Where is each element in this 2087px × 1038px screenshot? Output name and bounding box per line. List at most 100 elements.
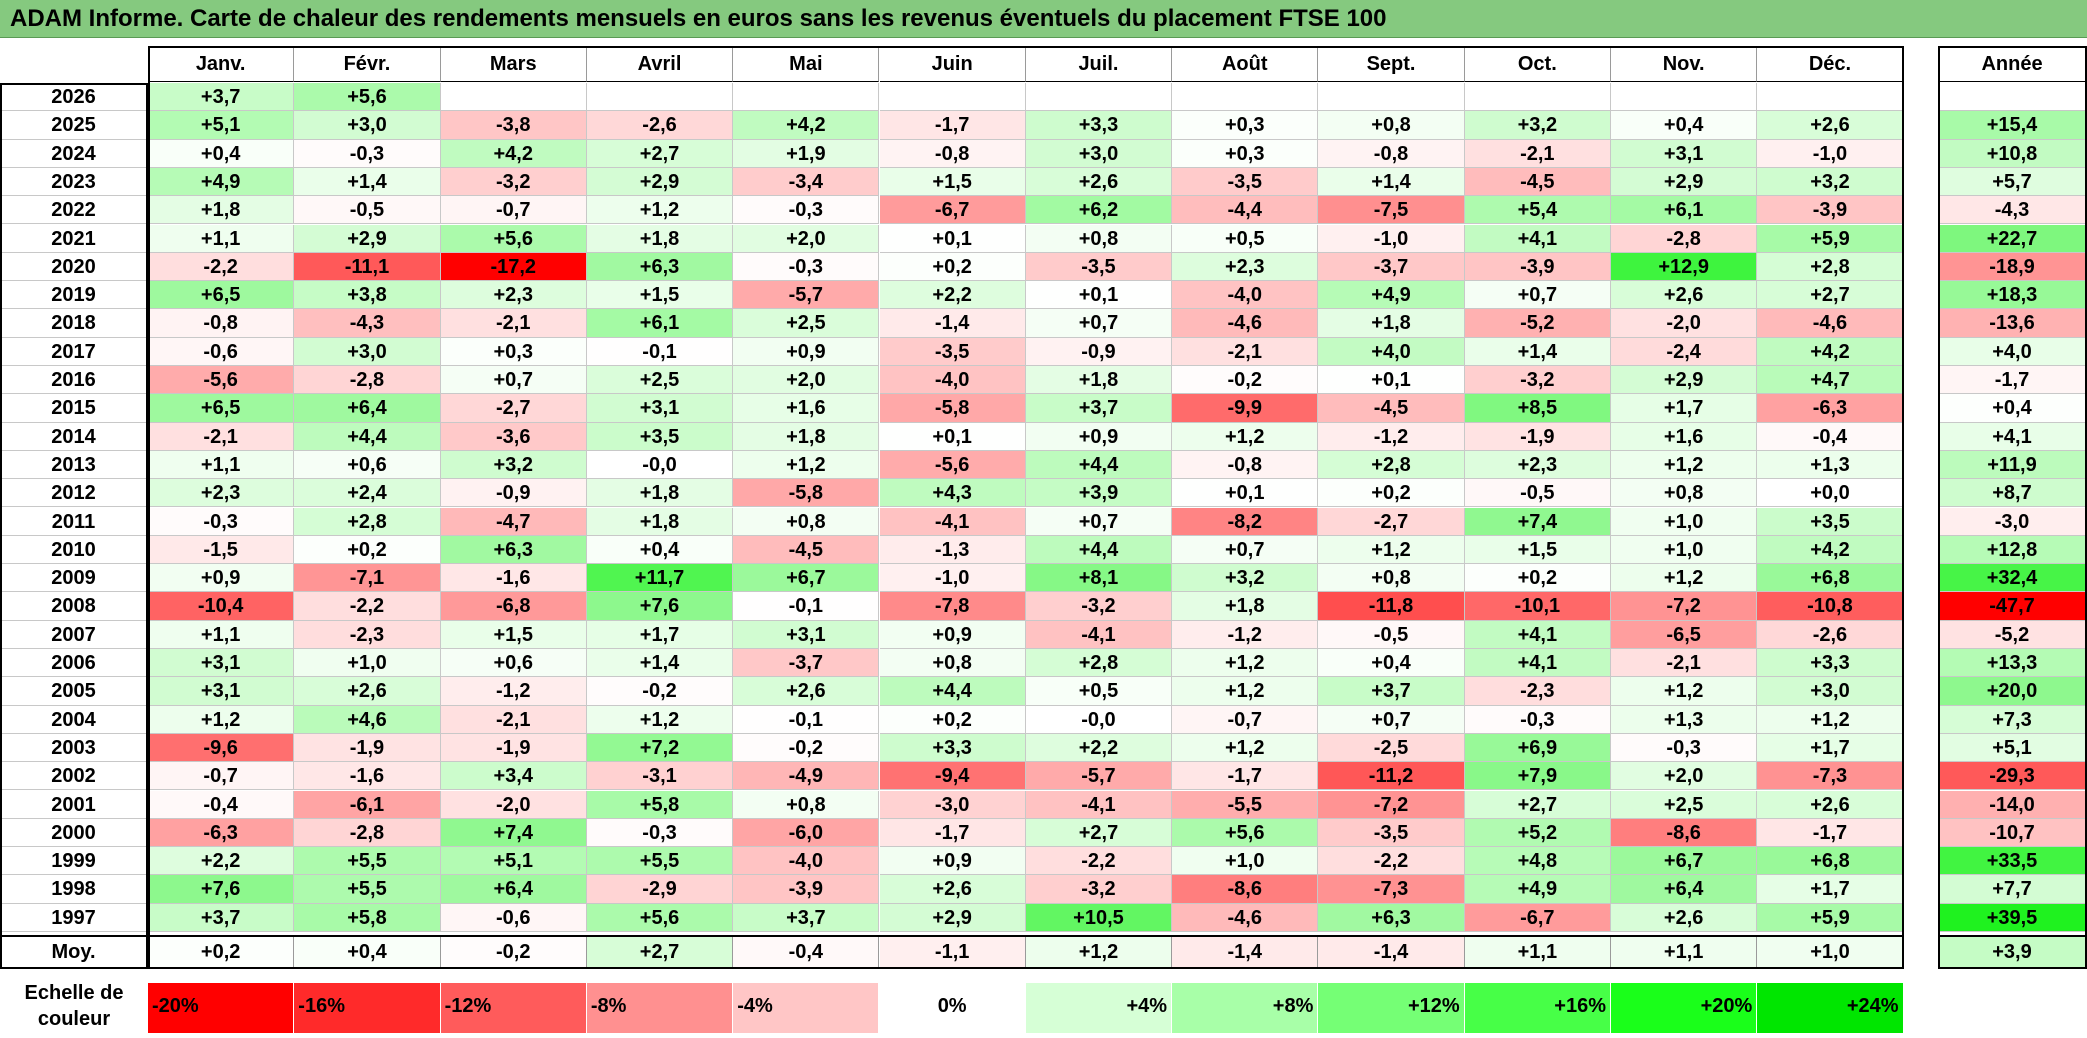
heatmap-cell: -2,0 [440,790,587,819]
heatmap-cell: +2,6 [1757,111,1904,140]
heatmap-cell: +0,4 [148,139,295,168]
heatmap-cell: +3,7 [1318,677,1465,706]
year-label: 2018 [0,309,148,338]
heatmap-cell: +12,9 [1611,252,1758,282]
average-separator [0,935,1904,937]
heatmap-cell: -2,2 [1025,847,1173,876]
heatmap-cell: -3,9 [1757,196,1904,225]
heatmap-cell: +2,5 [1611,790,1758,819]
average-annual-cell: +3,9 [1938,936,2087,969]
annual-cell: -13,6 [1938,309,2087,338]
heatmap-cell: +2,8 [294,507,441,536]
year-label: 2005 [0,677,148,706]
heatmap-cell: -3,2 [1464,366,1611,395]
heatmap-cell: -3,2 [1025,592,1173,621]
heatmap-cell: +6,8 [1757,847,1904,876]
month-header: Déc. [1757,46,1904,82]
heatmap-cell: +7,9 [1464,762,1611,791]
heatmap-cell: +0,7 [1172,535,1319,565]
heatmap-cell: -4,1 [1025,790,1173,819]
heatmap-cell: -3,0 [879,790,1026,819]
heatmap-cell: +6,3 [586,252,734,282]
color-scale-step: 0% [879,983,1026,1033]
heatmap-cell: +6,1 [1611,196,1758,225]
heatmap-cell: +0,2 [294,535,441,565]
heatmap-cell: +7,4 [1464,507,1611,536]
heatmap-cell: +6,3 [440,535,587,565]
heatmap-cell: -0,5 [1318,620,1465,649]
heatmap-cell: +2,3 [440,281,587,310]
average-cell: +0,4 [294,936,441,969]
month-header: Mars [440,46,587,82]
heatmap-cell: +0,1 [1025,281,1173,310]
heatmap-cell: -3,2 [1025,875,1173,904]
year-label: 1997 [0,903,148,932]
heatmap-cell: -2,1 [440,705,587,734]
heatmap-cell: -7,5 [1318,196,1465,225]
heatmap-cell: -0,8 [1318,139,1465,168]
heatmap-cell: +1,6 [733,394,880,423]
heatmap-cell: +0,7 [440,366,587,395]
heatmap-cell: +0,3 [1172,111,1319,140]
year-label: 2001 [0,790,148,819]
heatmap-cell: -2,7 [440,394,587,423]
year-label: 2026 [0,83,148,112]
heatmap-cell: +3,5 [1757,507,1904,536]
color-scale-step: -16% [294,983,441,1033]
heatmap-cell: +1,4 [586,649,734,678]
year-label: 2002 [0,762,148,791]
heatmap-cell: +0,8 [1318,111,1465,140]
heatmap-cell: -10,8 [1757,592,1904,621]
heatmap-cell: +0,7 [1318,705,1465,734]
annual-cell: -1,7 [1938,366,2087,395]
average-cell: +2,7 [586,936,734,969]
heatmap-cell: -3,5 [1318,818,1465,848]
heatmap-cell: -0,3 [586,818,734,848]
year-label: 2003 [0,733,148,763]
heatmap-cell: -2,4 [1611,337,1758,366]
heatmap-cell: -2,5 [1318,733,1465,763]
heatmap-cell: -5,7 [1025,762,1173,791]
heatmap-cell: -0,1 [733,592,880,621]
heatmap-cell: +0,6 [440,649,587,678]
heatmap-cell: +4,1 [1464,620,1611,649]
month-header: Juin [879,46,1026,82]
heatmap-cell: +3,2 [1757,167,1904,197]
heatmap-cell: -4,9 [733,762,880,791]
average-cell: -0,4 [733,936,880,969]
month-header: Juil. [1025,46,1173,82]
heatmap-cell: +10,5 [1025,903,1173,932]
heatmap-cell: -0,7 [440,196,587,225]
heatmap-cell: +1,5 [440,620,587,649]
heatmap-cell: +6,7 [1611,847,1758,876]
annual-cell: +12,8 [1938,535,2087,565]
heatmap-cell: +4,7 [1757,366,1904,395]
year-label: 2017 [0,337,148,366]
heatmap-cell: -0,0 [586,450,734,480]
heatmap-cell: +7,2 [586,733,734,763]
heatmap-cell: +1,2 [1172,649,1319,678]
heatmap-cell: -2,3 [1464,677,1611,706]
heatmap-cell: -1,7 [1757,818,1904,848]
average-separator-annual [1938,935,2087,937]
heatmap-cell: +4,2 [733,111,880,140]
color-scale-step: -12% [440,983,587,1033]
heatmap-cell: -2,7 [1318,507,1465,536]
heatmap-cell: +3,4 [440,762,587,791]
heatmap-cell: +1,7 [586,620,734,649]
heatmap-cell: -5,2 [1464,309,1611,338]
heatmap-cell: -5,8 [733,479,880,508]
heatmap-cell: +0,8 [1611,479,1758,508]
heatmap-cell: -5,6 [879,450,1026,480]
heatmap-cell: +1,2 [1611,450,1758,480]
heatmap-cell: +2,6 [1611,903,1758,932]
heatmap-cell: +3,0 [294,337,441,366]
heatmap-cell: -1,2 [1172,620,1319,649]
heatmap-cell: -0,3 [148,507,295,536]
color-scale-step: +20% [1611,983,1758,1033]
annual-cell: +22,7 [1938,224,2087,253]
annual-cell: -5,2 [1938,620,2087,649]
heatmap-cell: +1,2 [1611,564,1758,593]
heatmap-cell: -1,2 [1318,422,1465,451]
year-label: 1999 [0,847,148,876]
